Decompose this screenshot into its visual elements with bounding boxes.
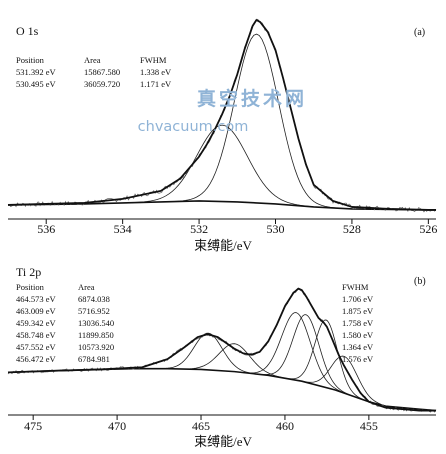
fit-row-area: 13036.540	[78, 318, 114, 328]
fit-row-area: 6874.038	[78, 294, 110, 304]
panel-b-tag: (b)	[414, 276, 426, 287]
x-tick-label: 460	[276, 419, 294, 433]
fit-header-area: Area	[84, 55, 101, 65]
fit-row-area: 6784.981	[78, 354, 110, 364]
x-tick-label: 530	[267, 222, 285, 236]
envelope-line	[7, 287, 436, 412]
panel-b-title: Ti 2p	[16, 265, 41, 279]
fit-row-position: 457.552 eV	[16, 342, 57, 352]
watermark-url: chvacuum.com	[138, 119, 249, 135]
fit-row-area: 15867.580	[84, 67, 120, 77]
fit-header-position: Position	[16, 55, 45, 65]
x-ticks-a: 536 534 532 530 528 526	[37, 219, 437, 236]
x-axis-label-a: 束缚能/eV	[194, 238, 252, 253]
x-tick-label: 534	[114, 222, 132, 236]
x-tick-label: 470	[108, 419, 126, 433]
x-tick-label: 465	[192, 419, 210, 433]
fit-header-area: Area	[78, 282, 95, 292]
panel-b-fit-table: Position Area FWHM 464.573 eV 6874.038 1…	[16, 282, 374, 364]
fit-row-position: 459.342 eV	[16, 318, 57, 328]
envelope-line	[7, 19, 436, 211]
panel-o1s: O 1s (a) Position Area FWHM 531.392 eV 1…	[7, 18, 437, 253]
x-tick-label: 455	[360, 419, 378, 433]
fit-row-area: 36059.720	[84, 79, 120, 89]
panel-a-title: O 1s	[16, 24, 39, 38]
fit-row-fwhm: 1.364 eV	[342, 342, 374, 352]
fit-row-position: 464.573 eV	[16, 294, 57, 304]
fit-row-area: 5716.952	[78, 306, 110, 316]
fit-row-fwhm: 1.706 eV	[342, 294, 374, 304]
fit-row-area: 10573.920	[78, 342, 114, 352]
watermark: 真空技术网 chvacuum.com	[138, 87, 307, 135]
fit-row-fwhm: 1.576 eV	[342, 354, 374, 364]
panel-ti2p: Ti 2p (b) Position Area FWHM 464.573 eV …	[7, 265, 437, 449]
x-tick-label: 475	[24, 419, 42, 433]
plot-area-a	[7, 18, 437, 213]
panel-a-fit-table: Position Area FWHM 531.392 eV 15867.580 …	[16, 55, 172, 89]
fit-row-fwhm: 1.875 eV	[342, 306, 374, 316]
fit-row-fwhm: 1.338 eV	[140, 67, 172, 77]
x-tick-label: 526	[419, 222, 437, 236]
x-tick-label: 536	[37, 222, 55, 236]
fit-row-position: 531.392 eV	[16, 67, 57, 77]
fit-row-area: 11899.850	[78, 330, 114, 340]
x-ticks-b: 475 470 465 460 455	[24, 415, 378, 433]
fit-row-position: 456.472 eV	[16, 354, 57, 364]
x-tick-label: 532	[190, 222, 208, 236]
fit-row-fwhm: 1.758 eV	[342, 318, 374, 328]
fit-row-position: 458.748 eV	[16, 330, 57, 340]
panel-a-tag: (a)	[414, 27, 425, 38]
fit-row-position: 463.009 eV	[16, 306, 57, 316]
x-tick-label: 528	[343, 222, 361, 236]
plot-area-b	[7, 287, 437, 413]
fit-header-position: Position	[16, 282, 45, 292]
fit-header-fwhm: FWHM	[342, 282, 369, 292]
fit-row-fwhm: 1.580 eV	[342, 330, 374, 340]
watermark-text-cn: 真空技术网	[197, 87, 307, 110]
x-axis-label-b: 束缚能/eV	[194, 434, 252, 449]
fit-row-position: 530.495 eV	[16, 79, 57, 89]
fit-row-fwhm: 1.171 eV	[140, 79, 172, 89]
fit-header-fwhm: FWHM	[140, 55, 167, 65]
